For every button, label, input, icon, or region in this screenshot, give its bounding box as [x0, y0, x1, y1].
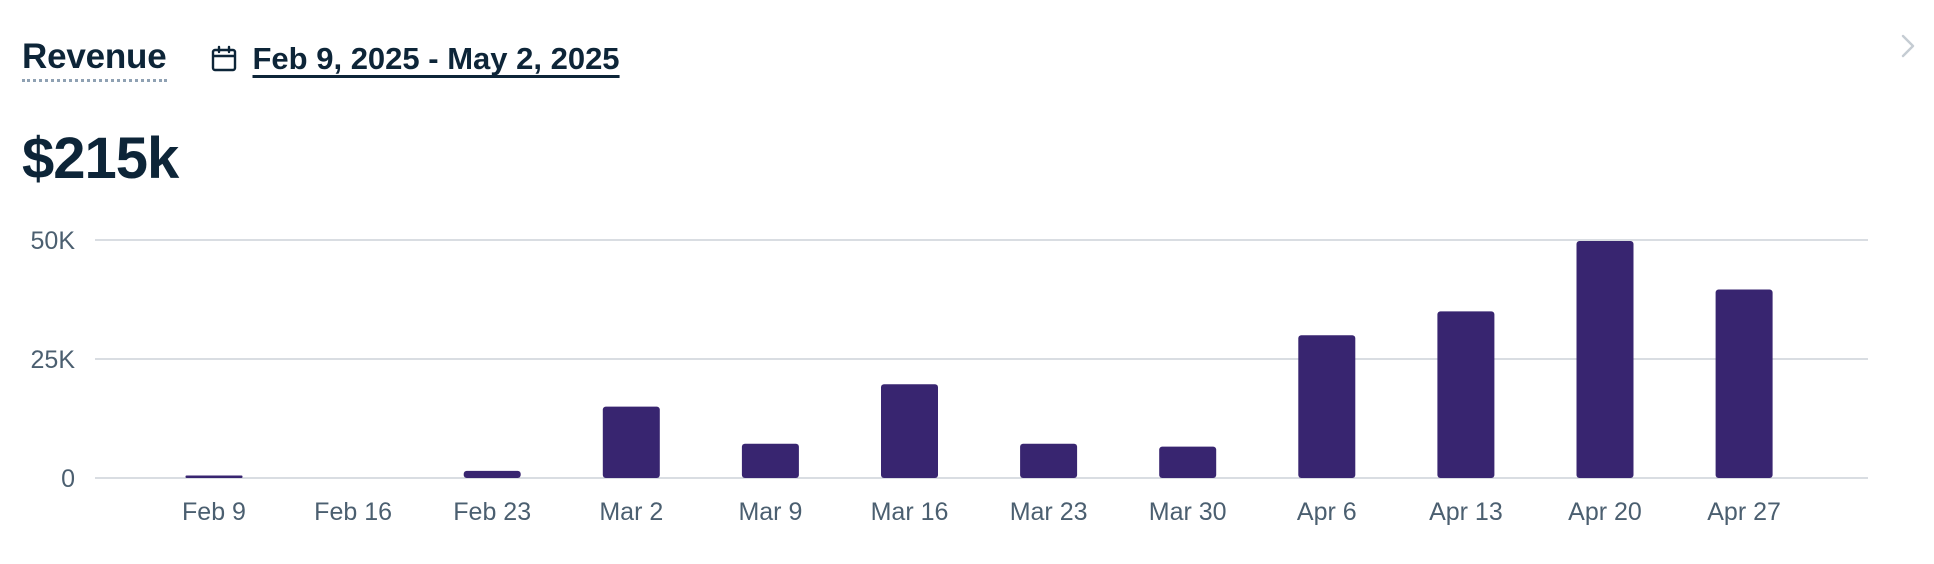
bar[interactable]	[1576, 240, 1634, 478]
bar[interactable]	[185, 475, 243, 479]
x-axis-labels: Feb 9 Feb 16 Feb 23 Mar 2 Mar 9 Mar 16 Mar 23 M…	[182, 498, 1781, 526]
bar[interactable]	[463, 470, 521, 478]
y-axis-labels: 0 25K 50K	[31, 227, 76, 493]
x-tick-label: Mar 9	[738, 498, 802, 526]
date-range-picker[interactable]: Feb 9, 2025 - May 2, 2025	[209, 39, 620, 79]
bar[interactable]	[1298, 335, 1356, 478]
bar[interactable]	[881, 384, 938, 478]
x-tick-label: Apr 13	[1429, 498, 1503, 526]
bar[interactable]	[1437, 311, 1495, 478]
total-revenue: $215k	[22, 126, 179, 191]
x-tick-label: Feb 16	[314, 498, 392, 526]
bars	[185, 240, 1773, 479]
x-tick-label: Mar 16	[871, 498, 949, 526]
x-tick-label: Feb 23	[453, 498, 531, 526]
bar[interactable]	[1020, 443, 1078, 478]
y-tick-label: 25K	[31, 346, 76, 374]
x-tick-label: Apr 20	[1568, 498, 1642, 526]
x-tick-label: Apr 6	[1297, 498, 1357, 526]
bar[interactable]	[602, 406, 660, 478]
bar[interactable]	[741, 443, 799, 478]
x-tick-label: Mar 30	[1149, 498, 1227, 526]
bar[interactable]	[1715, 289, 1773, 478]
chevron-right-icon[interactable]	[1892, 30, 1924, 62]
x-tick-label: Mar 2	[599, 498, 663, 526]
chart-header: Revenue Feb 9, 2025 - May 2, 2025	[22, 34, 620, 84]
x-tick-label: Mar 23	[1010, 498, 1088, 526]
revenue-bar-chart: 0 25K 50K Feb 9 Feb 16 Feb 23 Mar 2 Mar 9 Mar 1…	[31, 227, 1868, 526]
chart-title[interactable]: Revenue	[22, 37, 167, 82]
gridlines	[95, 239, 1868, 479]
x-tick-label: Apr 27	[1707, 498, 1781, 526]
y-tick-label: 50K	[31, 227, 76, 255]
bar[interactable]	[1159, 446, 1217, 478]
y-tick-label: 0	[61, 465, 75, 493]
date-range-text[interactable]: Feb 9, 2025 - May 2, 2025	[252, 41, 620, 76]
x-tick-label: Feb 9	[182, 498, 246, 526]
calendar-icon	[209, 44, 239, 74]
